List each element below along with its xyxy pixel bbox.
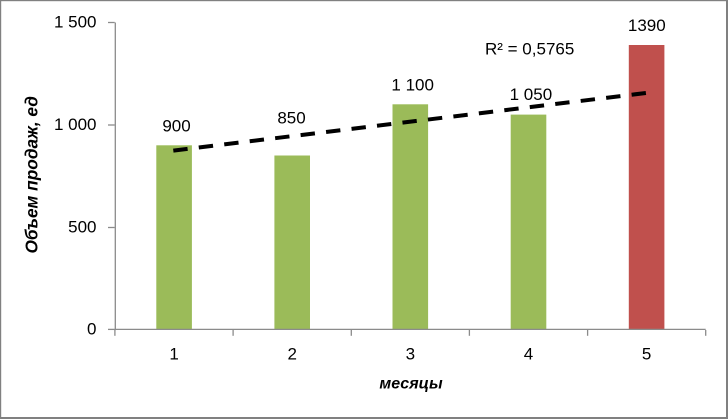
svg-text:1: 1	[169, 345, 178, 364]
svg-text:1390: 1390	[628, 16, 666, 35]
svg-text:1 000: 1 000	[54, 115, 97, 134]
svg-text:5: 5	[642, 345, 651, 364]
svg-text:1 500: 1 500	[54, 13, 97, 32]
svg-text:0: 0	[87, 320, 96, 339]
svg-text:2: 2	[287, 345, 296, 364]
svg-text:3: 3	[406, 345, 415, 364]
svg-text:R² = 0,5765: R² = 0,5765	[485, 40, 574, 59]
svg-text:1 100: 1 100	[391, 75, 434, 94]
svg-text:500: 500	[68, 218, 96, 237]
svg-text:Объем продаж, ед: Объем продаж, ед	[22, 96, 42, 254]
svg-text:4: 4	[524, 345, 533, 364]
svg-text:месяцы: месяцы	[379, 376, 443, 393]
svg-text:900: 900	[162, 117, 190, 136]
svg-text:1 050: 1 050	[510, 85, 553, 104]
svg-text:850: 850	[277, 109, 305, 128]
